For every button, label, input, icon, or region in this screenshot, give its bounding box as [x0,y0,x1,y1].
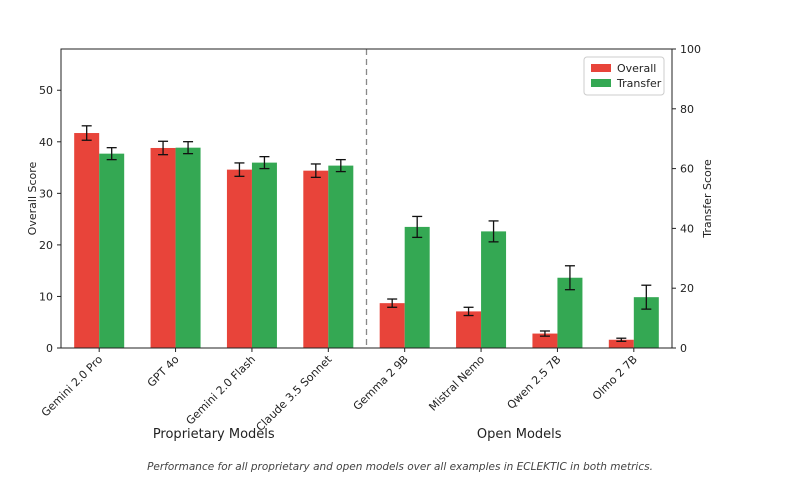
legend: Overall Transfer [583,56,665,96]
x-tick-label: GPT 4o [145,353,182,390]
x-tick-label: Gemini 2.0 Flash [184,353,259,428]
bar-overall-5 [456,311,482,348]
left-tick-label: 30 [39,187,53,200]
bar-overall-0 [74,133,100,348]
plot-frame [60,48,673,349]
legend-swatch [591,79,611,87]
right-tick-label: 40 [680,222,694,235]
bar-transfer-2 [251,162,277,348]
bar-transfer-0 [99,153,125,348]
bar-chart: 0 10 20 30 40 50 Overall Score 0 20 40 60 80 100 Tra… [26,43,714,442]
bar-transfer-3 [328,165,354,348]
x-tick-label: Claude 3.5 Sonnet [254,352,335,433]
bar-overall-1 [150,147,176,348]
x-axis: Gemini 2.0 Pro GPT 4o Gemini 2.0 FlashClau… [39,348,640,442]
left-tick-label: 0 [46,342,53,355]
right-axis: 0 20 40 60 80 100 Transfer Score [672,43,714,355]
left-axis: 0 10 20 30 40 50 Overall Score [26,84,61,355]
legend-label: Transfer [616,77,662,90]
right-tick-label: 0 [680,342,687,355]
bar-transfer-5 [481,231,507,348]
left-tick-label: 20 [39,239,53,252]
bar-overall-4 [379,303,405,348]
left-tick-label: 50 [39,84,53,97]
bar-overall-2 [226,169,252,348]
left-tick-label: 40 [39,136,53,149]
x-tick-label: Mistral Nemo [426,353,487,414]
right-tick-label: 100 [680,43,701,56]
y-axis-label: Overall Score [26,161,39,235]
legend-swatch [591,64,611,72]
x-tick-label: Gemma 2 9B [351,353,411,413]
bar-overall-6 [532,333,558,348]
bar-overall-7 [608,339,634,348]
right-tick-label: 20 [680,282,694,295]
x-tick-label: Gemini 2.0 Pro [39,353,106,420]
left-tick-label: 10 [39,290,53,303]
figure-caption: Performance for all proprietary and open… [147,461,653,473]
legend-label: Overall [617,62,656,75]
plot-area [60,48,673,349]
right-tick-label: 60 [680,163,694,176]
group-label: Proprietary Models [153,427,275,442]
x-tick-label: Qwen 2.5 7B [505,353,564,412]
x-tick-label: Olmo 2 7B [590,353,640,403]
group-label: Open Models [477,427,562,442]
y2-axis-label: Transfer Score [701,159,714,239]
bar-transfer-4 [404,226,430,348]
bar-transfer-1 [175,147,201,348]
right-tick-label: 80 [680,103,694,116]
bar-overall-3 [303,170,329,348]
